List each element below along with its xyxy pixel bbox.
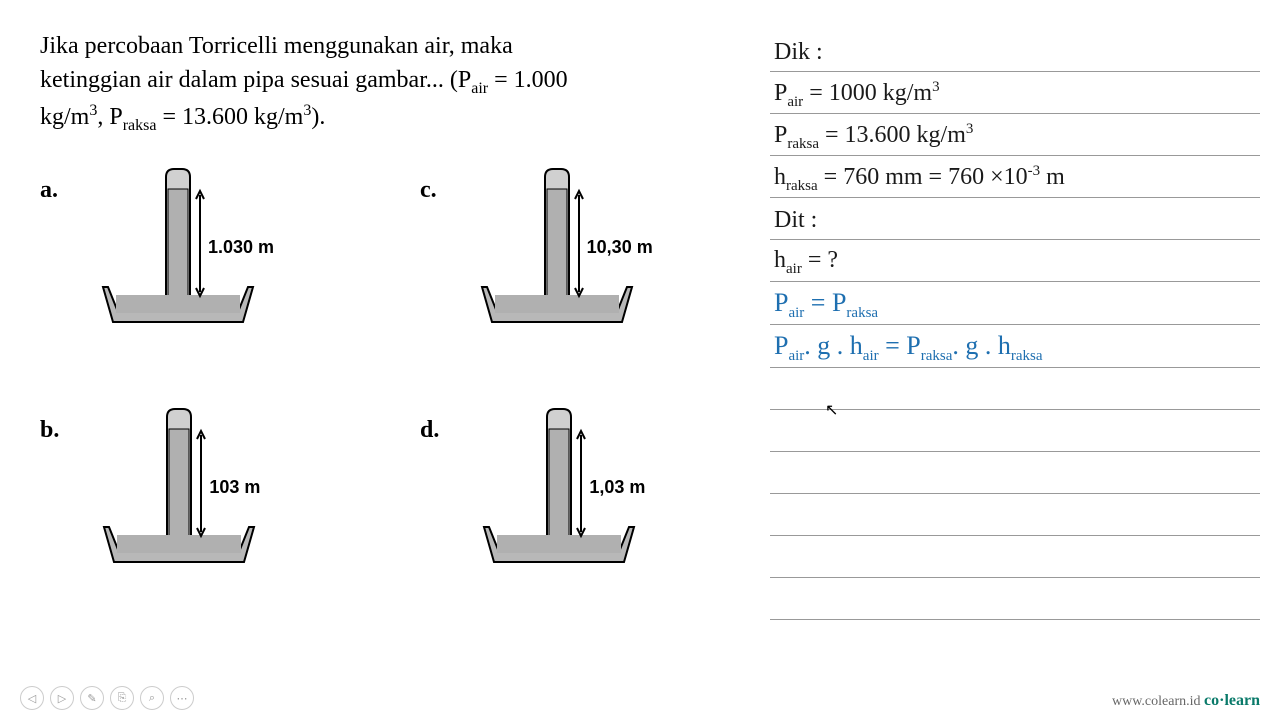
more-button[interactable]: ⋯	[170, 686, 194, 710]
note-line-14	[770, 578, 1260, 620]
question-text: Jika percobaan Torricelli menggunakan ai…	[40, 30, 720, 137]
option-b-label: b.	[40, 417, 59, 444]
note-line-1: Dik :	[770, 30, 1260, 72]
zoom-button[interactable]: ⌕	[140, 686, 164, 710]
q-line3-b: , P	[97, 104, 122, 130]
next-button[interactable]: ▷	[50, 686, 74, 710]
barometer-d: 1,03 m	[469, 407, 669, 587]
option-c-label: c.	[420, 177, 437, 204]
option-a-value: 1.030 m	[208, 237, 274, 258]
note-dit: Dit :	[774, 207, 817, 234]
q-sub-raksa: raksa	[123, 117, 157, 134]
note-hraksa: hraksa = 760 mm = 760 ×10-3 m	[774, 163, 1065, 195]
option-a: a. 1.030 m	[40, 167, 340, 347]
note-line-13	[770, 536, 1260, 578]
note-line-6: hair = ?	[770, 240, 1260, 282]
note-praksa: Praksa = 13.600 kg/m3	[774, 121, 973, 153]
option-b: b. 103 m	[40, 407, 340, 587]
q-line3-a: kg/m	[40, 104, 89, 130]
q-line2-b: = 1.000	[488, 67, 568, 93]
note-hair: hair = ?	[774, 247, 838, 278]
option-d-label: d.	[420, 417, 439, 444]
player-controls: ◁ ▷ ✎ ⎘ ⌕ ⋯	[20, 686, 194, 710]
note-line-10	[770, 410, 1260, 452]
footer-brand: co·learn	[1204, 692, 1260, 709]
option-d-value: 1,03 m	[589, 477, 645, 498]
note-dik: Dik :	[774, 39, 823, 66]
barometer-b: 103 m	[89, 407, 289, 587]
option-c: c. 10,30 m	[420, 167, 720, 347]
note-line-5: Dit :	[770, 198, 1260, 240]
barometer-c: 10,30 m	[467, 167, 667, 347]
notes-panel: Dik : Pair = 1000 kg/m3 Praksa = 13.600 …	[760, 0, 1280, 720]
q-sub-air: air	[471, 79, 488, 96]
q-line3-c: = 13.600 kg/m	[156, 104, 303, 130]
note-line-9	[770, 368, 1260, 410]
note-line-11	[770, 452, 1260, 494]
note-eq1: Pair = Praksa	[774, 288, 878, 322]
note-eq2: Pair. g . hair = Praksa. g . hraksa	[774, 331, 1043, 365]
option-b-value: 103 m	[209, 477, 260, 498]
option-a-label: a.	[40, 177, 58, 204]
note-line-8: Pair. g . hair = Praksa. g . hraksa	[770, 325, 1260, 368]
note-pair: Pair = 1000 kg/m3	[774, 79, 940, 111]
footer-url: www.colearn.id	[1112, 694, 1201, 709]
footer: www.colearn.id co·learn	[1112, 692, 1260, 710]
option-d: d. 1,03 m	[420, 407, 720, 587]
copy-button[interactable]: ⎘	[110, 686, 134, 710]
note-line-2: Pair = 1000 kg/m3	[770, 72, 1260, 114]
question-panel: Jika percobaan Torricelli menggunakan ai…	[0, 0, 760, 720]
note-line-4: hraksa = 760 mm = 760 ×10-3 m	[770, 156, 1260, 198]
barometer-a: 1.030 m	[88, 167, 288, 347]
edit-button[interactable]: ✎	[80, 686, 104, 710]
options-grid: a. 1.030 m c.	[40, 167, 720, 587]
q-line3-d: ).	[311, 104, 325, 130]
note-line-12	[770, 494, 1260, 536]
cursor-icon: ↖	[825, 400, 838, 420]
prev-button[interactable]: ◁	[20, 686, 44, 710]
q-line1: Jika percobaan Torricelli menggunakan ai…	[40, 33, 513, 59]
option-c-value: 10,30 m	[587, 237, 653, 258]
note-line-3: Praksa = 13.600 kg/m3	[770, 114, 1260, 156]
q-line2-a: ketinggian air dalam pipa sesuai gambar.…	[40, 67, 471, 93]
note-line-7: Pair = Praksa	[770, 282, 1260, 325]
